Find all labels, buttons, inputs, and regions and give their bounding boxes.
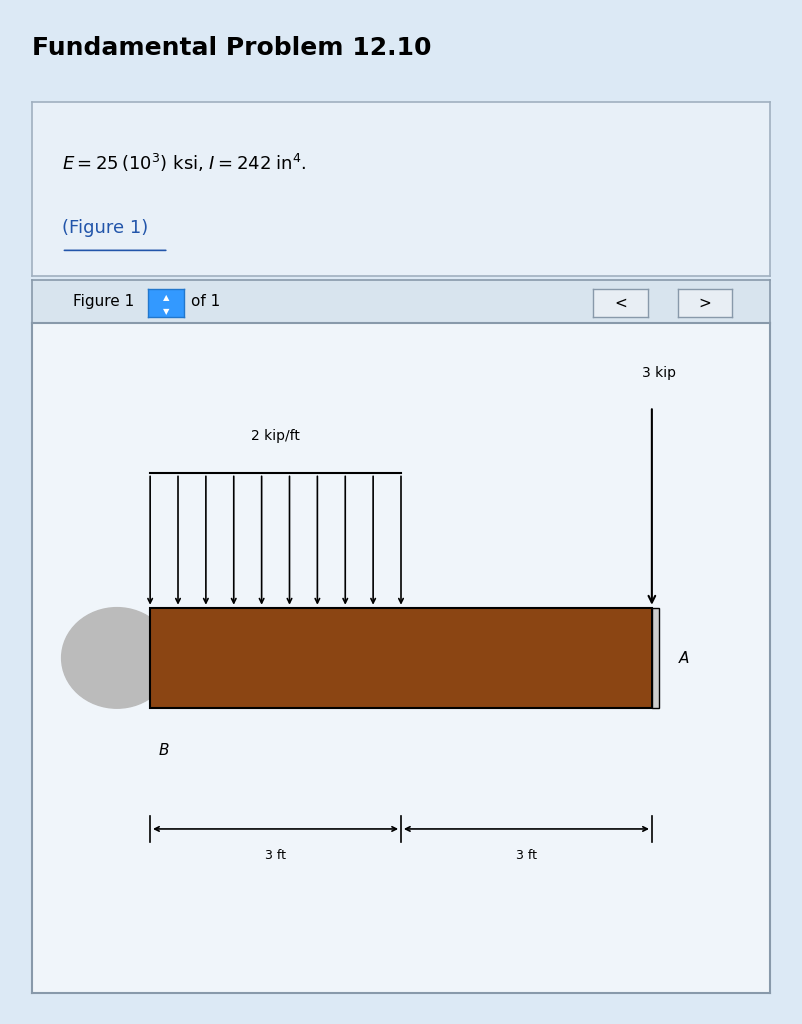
Text: ▲: ▲ xyxy=(163,294,169,302)
Text: $E = 25\,(10^3)$ ksi, $I = 242\;\mathrm{in}^4$.: $E = 25\,(10^3)$ ksi, $I = 242\;\mathrm{… xyxy=(62,153,306,174)
Text: Fundamental Problem 12.10: Fundamental Problem 12.10 xyxy=(32,36,431,59)
Text: 3 kip: 3 kip xyxy=(642,366,676,380)
Text: (Figure 1): (Figure 1) xyxy=(62,219,148,237)
Text: of 1: of 1 xyxy=(191,294,220,308)
Text: <: < xyxy=(614,296,627,310)
Bar xyxy=(652,607,659,709)
Text: Figure 1: Figure 1 xyxy=(73,294,134,308)
Circle shape xyxy=(62,607,172,709)
Text: $B$: $B$ xyxy=(157,741,169,758)
Text: ▼: ▼ xyxy=(163,306,169,315)
Text: 3 ft: 3 ft xyxy=(516,849,537,862)
Text: >: > xyxy=(699,296,711,310)
Text: $A$: $A$ xyxy=(678,650,690,666)
Bar xyxy=(150,607,652,709)
Text: 3 ft: 3 ft xyxy=(265,849,286,862)
Text: 2 kip/ft: 2 kip/ft xyxy=(251,429,300,443)
